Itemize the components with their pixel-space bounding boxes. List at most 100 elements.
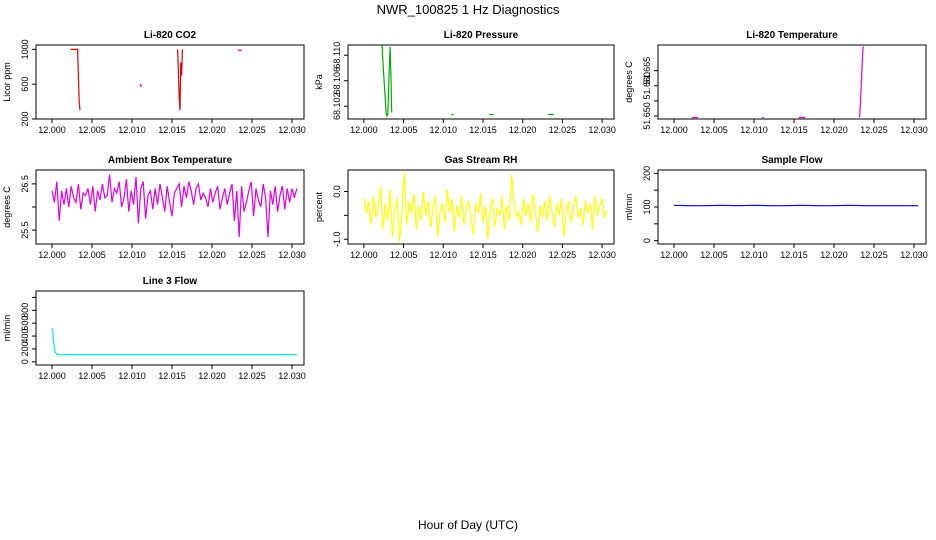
- panel-4: Ambient Box Temperature degrees C 12.000 12…: [2, 155, 306, 260]
- x-tick-label: 12.020: [509, 125, 537, 135]
- x-tick-label: 12.010: [430, 125, 458, 135]
- y-tick-label: 0: [642, 238, 652, 243]
- x-tick-label: 12.005: [78, 250, 106, 260]
- series-line: [51, 328, 297, 356]
- x-tick-label: 12.020: [820, 125, 848, 135]
- panel-title: Li-820 Temperature: [746, 30, 838, 41]
- y-axis-label: degrees C: [2, 186, 12, 228]
- x-tick-label: 12.030: [588, 125, 616, 135]
- x-tick-label: 12.025: [549, 250, 577, 260]
- x-tick-label: 12.025: [860, 250, 888, 260]
- shared-x-axis-label: Hour of Day (UTC): [417, 518, 518, 532]
- x-tick-label: 12.000: [38, 371, 66, 381]
- series-line: [139, 83, 143, 88]
- y-tick-label: 68.106: [332, 67, 342, 95]
- plot-frame: [347, 169, 615, 245]
- y-tick-label: 0.0: [332, 185, 342, 198]
- series-line: [51, 174, 298, 238]
- x-tick-label: 12.030: [278, 250, 306, 260]
- panel-1: Li-820 CO2 Licor ppm 12.000 12.005 12.010 12.…: [2, 30, 306, 135]
- plot-frame: [657, 169, 927, 245]
- panel-3: Li-820 Temperature degrees C 12.000 12.005 1…: [624, 30, 928, 135]
- y-tick-label: 200: [642, 166, 652, 181]
- x-tick-label: 12.005: [78, 125, 106, 135]
- panel-title: Gas Stream RH: [445, 155, 518, 166]
- x-tick-label: 12.015: [158, 125, 186, 135]
- series-line: [70, 48, 81, 111]
- x-tick-label: 12.030: [900, 250, 928, 260]
- x-tick-label: 12.000: [38, 250, 66, 260]
- x-tick-label: 12.020: [198, 250, 226, 260]
- x-tick-label: 12.030: [588, 250, 616, 260]
- y-axis-label: ml/min: [2, 315, 12, 342]
- panel-5: Gas Stream RH percent 12.000 12.005 12.010 12…: [314, 155, 616, 260]
- x-tick-label: 12.020: [198, 125, 226, 135]
- x-tick-label: 12.020: [820, 250, 848, 260]
- x-tick-label: 12.015: [469, 250, 497, 260]
- x-tick-label: 12.000: [350, 125, 378, 135]
- x-tick-label: 12.005: [700, 250, 728, 260]
- x-tick-label: 12.005: [390, 250, 418, 260]
- x-tick-label: 12.015: [780, 250, 808, 260]
- x-tick-label: 12.025: [549, 125, 577, 135]
- y-axis-label: Licor ppm: [2, 62, 12, 102]
- x-tick-label: 12.000: [660, 125, 688, 135]
- figure-title: NWR_100825 1 Hz Diagnostics: [376, 2, 560, 17]
- y-axis-label: degrees C: [624, 61, 634, 103]
- y-tick-label: 51.650: [642, 102, 652, 130]
- y-tick-label: 100: [642, 199, 652, 214]
- y-tick-label: 68.110: [332, 42, 342, 69]
- x-tick-label: 12.025: [860, 125, 888, 135]
- x-tick-label: 12.005: [700, 125, 728, 135]
- x-tick-label: 12.000: [38, 125, 66, 135]
- x-tick-label: 12.030: [900, 125, 928, 135]
- y-tick-label: 26.5: [20, 175, 30, 193]
- x-tick-label: 12.005: [78, 371, 106, 381]
- y-tick-label: 25.5: [20, 221, 30, 239]
- x-tick-label: 12.030: [278, 125, 306, 135]
- y-axis-label: percent: [314, 191, 324, 222]
- x-tick-label: 12.025: [238, 125, 266, 135]
- y-tick-label: 51.660: [642, 72, 652, 100]
- y-tick-label: 600: [20, 77, 30, 92]
- y-axis-label: ml/min: [624, 194, 634, 221]
- plot-frame: [35, 44, 305, 120]
- x-tick-label: 12.025: [238, 250, 266, 260]
- panel-2: Li-820 Pressure kPa 12.000 12.005 12.010 12.0…: [314, 30, 616, 135]
- series-line: [859, 46, 865, 118]
- y-tick-label: 200: [20, 111, 30, 126]
- y-tick-label: 1000: [20, 39, 30, 59]
- series-line: [381, 45, 393, 118]
- x-tick-label: 12.010: [740, 125, 768, 135]
- x-tick-label: 12.015: [158, 250, 186, 260]
- y-tick-label: 600: [20, 316, 30, 331]
- panel-title: Sample Flow: [761, 155, 822, 166]
- y-tick-label: 800: [20, 303, 30, 318]
- panel-6: Sample Flow ml/min 12.000 12.005 12.010 12.01…: [624, 155, 928, 260]
- x-tick-label: 12.010: [118, 125, 146, 135]
- x-tick-label: 12.010: [740, 250, 768, 260]
- x-tick-label: 12.015: [158, 371, 186, 381]
- x-tick-label: 12.010: [118, 250, 146, 260]
- x-tick-label: 12.000: [350, 250, 378, 260]
- y-tick-label: 68.102: [332, 92, 342, 120]
- x-tick-label: 12.015: [780, 125, 808, 135]
- x-tick-label: 12.005: [390, 125, 418, 135]
- x-tick-label: 12.015: [469, 125, 497, 135]
- panel-7: Line 3 Flow ml/min 12.000 12.005 12.010 12.01…: [2, 276, 306, 381]
- plot-frame: [657, 44, 927, 120]
- series-line: [177, 49, 183, 111]
- panel-title: Ambient Box Temperature: [108, 155, 233, 166]
- x-tick-label: 12.020: [509, 250, 537, 260]
- plot-frame: [347, 44, 615, 120]
- y-tick-label: 0: [20, 359, 30, 364]
- plot-frame: [35, 290, 305, 366]
- y-tick-label: -1.0: [332, 231, 342, 247]
- panel-title: Li-820 CO2: [144, 30, 197, 41]
- x-tick-label: 12.010: [118, 371, 146, 381]
- x-tick-label: 12.025: [238, 371, 266, 381]
- x-tick-label: 12.010: [430, 250, 458, 260]
- y-tick-label: 51.665: [642, 57, 652, 85]
- series-line: [363, 172, 608, 242]
